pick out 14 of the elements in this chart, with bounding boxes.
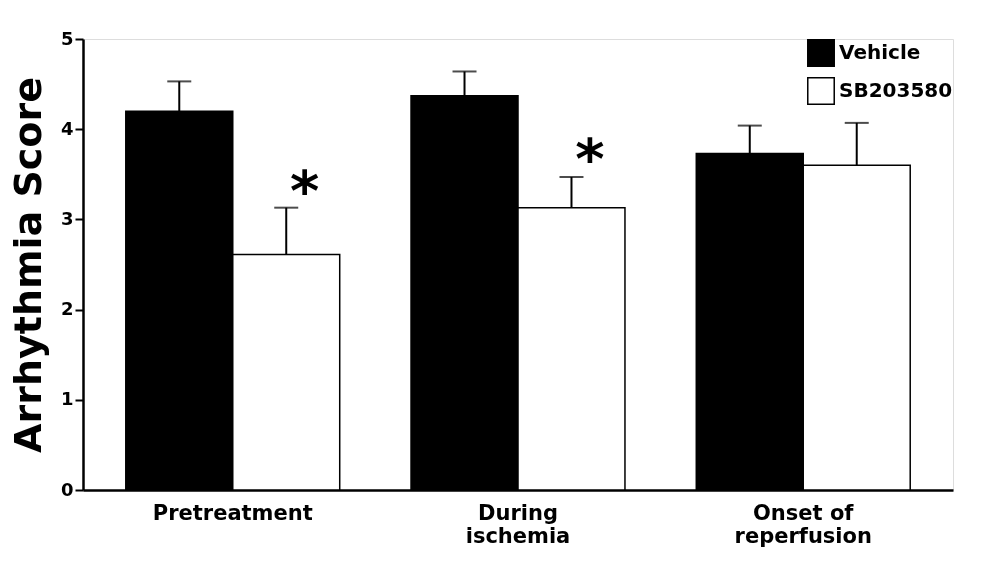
annotation: * — [575, 126, 605, 192]
y-tick-label: 1 — [60, 388, 74, 410]
y-tick-label: 0 — [60, 478, 74, 500]
legend-label: SB203580 — [839, 78, 953, 102]
y-axis-title: Arrhythmia Score — [5, 77, 50, 453]
y-tick-label: 4 — [60, 117, 74, 139]
x-tick-label: During ischemia — [465, 500, 571, 548]
y-tick-label: 3 — [60, 207, 74, 229]
x-tick-label: Onset of reperfusion — [734, 500, 872, 548]
y-tick-label: 5 — [60, 27, 74, 49]
annotation: * — [290, 157, 320, 223]
x-tick-label: Pretreatment — [152, 500, 313, 525]
y-tick-label: 2 — [60, 298, 74, 320]
legend-label: Vehicle — [839, 40, 921, 64]
